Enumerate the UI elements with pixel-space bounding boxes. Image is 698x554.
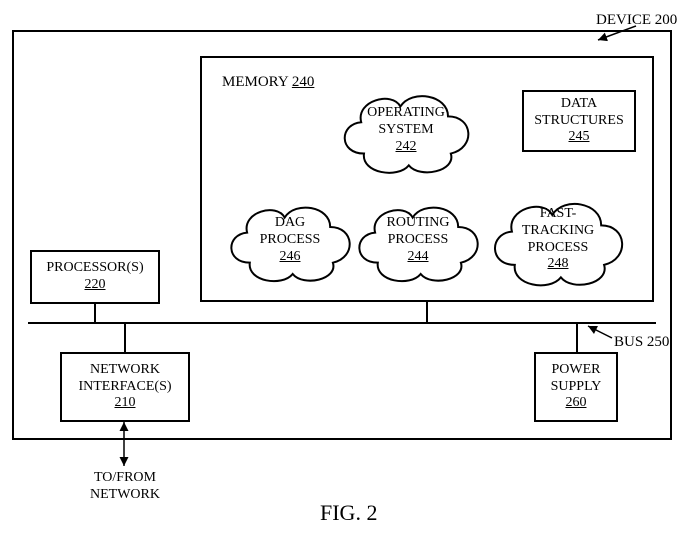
to-from-network-label: TO/FROMNETWORK xyxy=(90,470,160,504)
figure-caption: FIG. 2 xyxy=(320,500,377,526)
